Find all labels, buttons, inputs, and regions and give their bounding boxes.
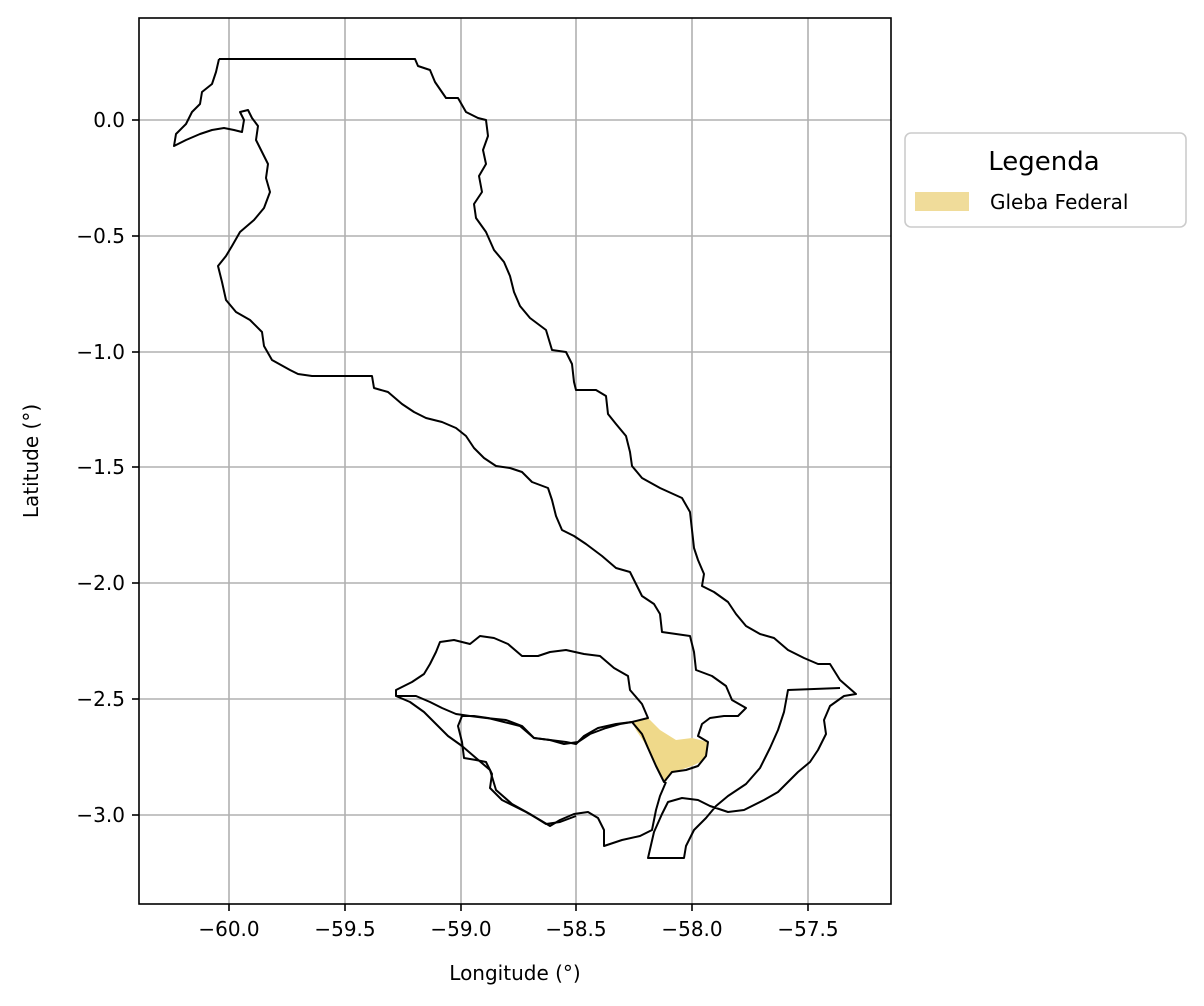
x-axis-label: Longitude (°) [449,961,580,985]
western-boundary [173,58,747,847]
legend: Legenda Gleba Federal [904,132,1187,228]
x-tick-label: −60.0 [198,917,259,941]
y-axis-label: Latitude (°) [19,404,43,518]
legend-box [904,132,1187,228]
x-tick-label: −59.0 [430,917,491,941]
x-tick-label: −58.5 [545,917,606,941]
plot-area [139,18,891,904]
x-tick-label: −58.0 [661,917,722,941]
y-tick-label: 0.0 [93,108,125,132]
y-tick-label: −1.5 [76,455,125,479]
lower-region-boundary [395,695,577,825]
y-tick-label: −1.0 [76,340,125,364]
y-tick-label: −2.5 [76,687,125,711]
y-axis-ticks: 0.0 −0.5 −1.0 −1.5 −2.0 −2.5 −3.0 [76,108,139,827]
grid [139,18,891,904]
axes-frame [138,17,892,905]
y-tick-label: −2.0 [76,571,125,595]
x-axis-ticks: −60.0 −59.5 −59.0 −58.5 −58.0 −57.5 [198,904,839,941]
y-tick-label: −0.5 [76,224,125,248]
legend-swatch-gleba-federal [915,192,969,211]
gleba-federal-area [632,718,708,782]
x-tick-label: −57.5 [777,917,838,941]
legend-item-label: Gleba Federal [990,190,1128,214]
y-tick-label: −3.0 [76,803,125,827]
x-tick-label: −59.5 [314,917,375,941]
northern-municipality-boundary [219,58,857,859]
southern-municipality-boundary [395,635,649,745]
legend-title: Legenda [988,147,1099,177]
map-layers [173,58,857,859]
